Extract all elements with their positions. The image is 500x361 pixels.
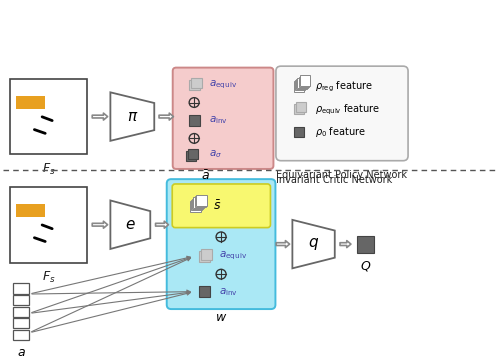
Bar [13, 318, 29, 329]
Bar [194, 196, 205, 207]
Bar [294, 82, 304, 92]
Bar [190, 201, 200, 212]
Bar [191, 200, 202, 210]
FancyBboxPatch shape [10, 187, 87, 262]
Text: $a$: $a$ [16, 347, 26, 360]
Bar [13, 295, 29, 305]
Bar [192, 199, 203, 209]
Bar [190, 78, 202, 88]
Bar [188, 115, 200, 126]
Text: $\bar{a}$: $\bar{a}$ [200, 169, 209, 183]
FancyBboxPatch shape [172, 68, 274, 169]
Bar [13, 306, 29, 317]
Text: $\rho_0$ feature: $\rho_0$ feature [315, 125, 366, 139]
Bar [188, 80, 200, 90]
Bar [294, 126, 304, 137]
Text: Equivariant Policy Network: Equivariant Policy Network [276, 170, 407, 180]
Bar [200, 249, 211, 260]
Bar [13, 330, 29, 340]
Text: $a_{\rm equiv}$: $a_{\rm equiv}$ [219, 250, 247, 262]
Text: Invariant Critic Network: Invariant Critic Network [276, 175, 392, 185]
Text: $\rho_{\rm equiv}$ feature: $\rho_{\rm equiv}$ feature [315, 102, 380, 117]
Text: $\pi$: $\pi$ [126, 109, 138, 124]
Polygon shape [110, 92, 154, 141]
Text: $w$: $w$ [215, 311, 227, 324]
Polygon shape [292, 220, 335, 268]
Bar [296, 79, 306, 89]
Text: $a_{\rm equiv}$: $a_{\rm equiv}$ [209, 79, 237, 91]
Text: $q$: $q$ [308, 236, 319, 252]
Bar [296, 102, 306, 113]
Bar [300, 75, 310, 86]
Bar [298, 77, 309, 87]
Text: $e$: $e$ [125, 217, 136, 232]
FancyBboxPatch shape [16, 96, 45, 109]
Text: $a_{\sigma}$: $a_{\sigma}$ [209, 148, 222, 160]
FancyBboxPatch shape [276, 66, 408, 161]
FancyBboxPatch shape [16, 204, 45, 217]
Bar [357, 236, 374, 253]
Polygon shape [110, 200, 150, 249]
Bar [198, 251, 209, 262]
Text: $Q$: $Q$ [360, 258, 372, 273]
Text: $\rho_{\rm reg}$ feature: $\rho_{\rm reg}$ feature [315, 79, 372, 94]
Text: $F_s$: $F_s$ [42, 270, 55, 285]
FancyBboxPatch shape [166, 179, 276, 309]
Text: $F_s$: $F_s$ [42, 162, 55, 177]
Bar [13, 283, 29, 293]
Bar [198, 286, 209, 297]
Bar [295, 80, 306, 90]
Bar [294, 104, 304, 114]
FancyBboxPatch shape [10, 79, 87, 155]
Bar [188, 149, 198, 159]
Bar [194, 197, 204, 208]
Bar [196, 195, 207, 205]
FancyBboxPatch shape [172, 184, 270, 228]
Text: $a_{\rm inv}$: $a_{\rm inv}$ [219, 286, 238, 297]
Text: $a_{\rm inv}$: $a_{\rm inv}$ [209, 114, 228, 126]
Bar [186, 151, 196, 161]
Bar [298, 78, 308, 88]
Text: $\bar{s}$: $\bar{s}$ [212, 200, 221, 213]
